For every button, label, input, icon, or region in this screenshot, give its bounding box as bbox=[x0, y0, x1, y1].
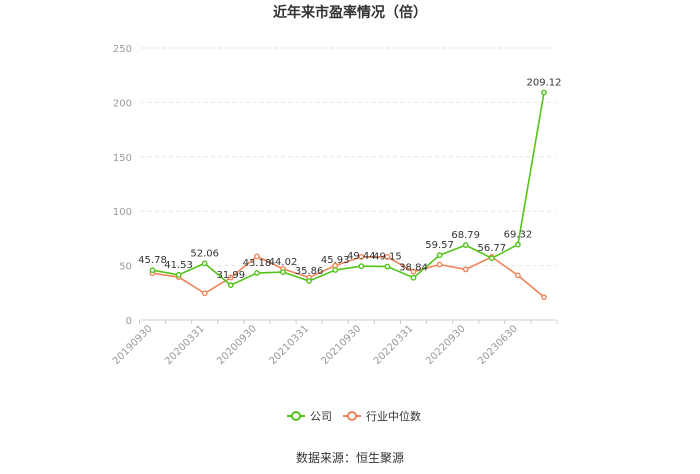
company-point bbox=[488, 255, 495, 262]
company-point bbox=[175, 271, 182, 278]
data-label: 45.78 bbox=[138, 255, 167, 266]
y-axis: 0 50 100 150 200 250 bbox=[113, 44, 132, 327]
industry-point bbox=[201, 290, 208, 297]
x-tick-label: 20200930 bbox=[215, 323, 259, 367]
data-source: 数据来源：恒生聚源 bbox=[296, 450, 404, 465]
x-tick-label: 20210930 bbox=[320, 323, 364, 367]
data-label: 43.18 bbox=[243, 258, 272, 269]
industry-point bbox=[358, 253, 365, 260]
y-tick-label: 250 bbox=[113, 44, 132, 55]
data-label: 59.57 bbox=[425, 240, 454, 251]
x-tick-label: 20190930 bbox=[111, 323, 155, 367]
data-label: 45.93 bbox=[321, 255, 350, 266]
x-tick-label: 20220930 bbox=[424, 323, 468, 367]
legend-item-industry[interactable]: 行业中位数 bbox=[343, 409, 421, 423]
data-label: 56.77 bbox=[477, 243, 506, 254]
data-label: 49.15 bbox=[373, 252, 402, 263]
data-label: 31.99 bbox=[216, 270, 245, 281]
industry-point bbox=[253, 253, 260, 260]
x-axis: 20190930 20200331 20200930 20210331 20210930… bbox=[111, 319, 558, 367]
industry-point bbox=[462, 266, 469, 273]
data-label: 49.44 bbox=[347, 251, 376, 262]
data-label: 209.12 bbox=[527, 77, 562, 88]
industry-point bbox=[515, 272, 521, 279]
company-line bbox=[152, 92, 545, 287]
industry-point bbox=[410, 268, 417, 275]
company-point bbox=[462, 242, 469, 249]
data-label: 68.79 bbox=[451, 230, 480, 241]
company-point bbox=[436, 252, 443, 259]
industry-line bbox=[152, 255, 545, 298]
industry-point bbox=[541, 294, 547, 301]
data-label: 44.02 bbox=[269, 257, 298, 268]
x-tick-label: 20200331 bbox=[163, 323, 207, 367]
industry-point bbox=[436, 261, 443, 268]
company-point bbox=[541, 89, 547, 96]
y-tick-label: 200 bbox=[113, 98, 132, 109]
company-point bbox=[306, 278, 312, 284]
legend-industry-marker bbox=[347, 411, 357, 421]
y-tick-label: 150 bbox=[113, 153, 132, 164]
company-point bbox=[410, 274, 417, 281]
company-point bbox=[280, 269, 286, 276]
company-point bbox=[201, 260, 208, 267]
legend-industry-label: 行业中位数 bbox=[366, 409, 421, 423]
y-tick-label: 0 bbox=[126, 316, 132, 327]
industry-point bbox=[227, 274, 234, 281]
company-point bbox=[384, 263, 391, 270]
chart-title: 近年来市盈率情况（倍） bbox=[273, 4, 427, 21]
company-point bbox=[358, 263, 365, 270]
x-tick-label: 20210331 bbox=[267, 323, 311, 367]
data-label: 69.32 bbox=[504, 230, 533, 241]
series-points bbox=[149, 89, 547, 301]
x-tick-label: 20230630 bbox=[476, 323, 520, 367]
company-point bbox=[149, 267, 156, 274]
industry-point bbox=[384, 253, 391, 260]
x-tick-label: 20220331 bbox=[372, 323, 416, 367]
data-label: 35.86 bbox=[295, 266, 324, 277]
company-point bbox=[332, 267, 339, 273]
series-lines bbox=[152, 92, 545, 298]
company-point bbox=[227, 282, 234, 289]
data-label: 52.06 bbox=[190, 248, 219, 259]
legend-item-company[interactable]: 公司 bbox=[287, 410, 332, 423]
y-tick-label: 100 bbox=[113, 207, 132, 218]
legend-company-label: 公司 bbox=[310, 410, 332, 423]
data-label: 41.53 bbox=[164, 260, 193, 271]
company-point bbox=[515, 241, 521, 248]
legend-company-marker bbox=[291, 411, 301, 421]
data-label: 38.84 bbox=[399, 263, 428, 274]
gridlines bbox=[141, 47, 556, 267]
legend: 公司 行业中位数 bbox=[287, 409, 421, 423]
company-point bbox=[253, 270, 260, 276]
y-tick-label: 50 bbox=[119, 262, 132, 273]
